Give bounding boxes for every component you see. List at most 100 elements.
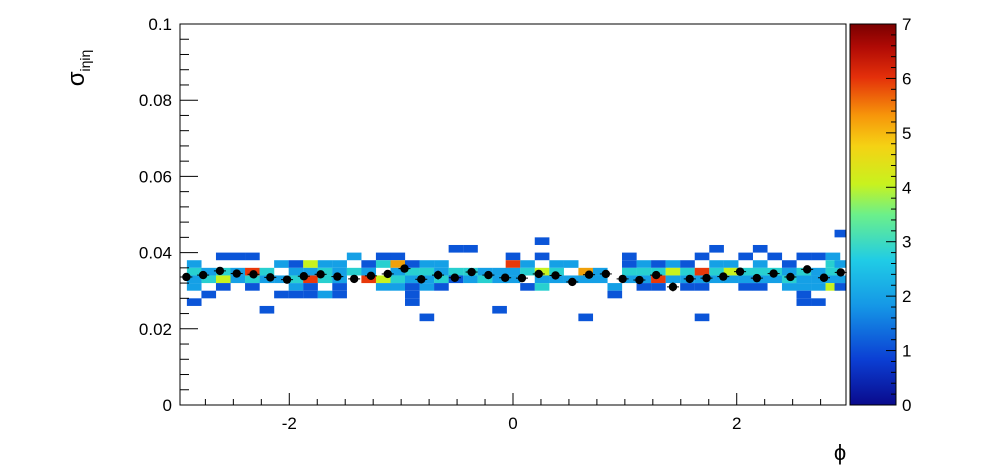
- heatmap-cell: [492, 267, 507, 276]
- heatmap-cell: [215, 283, 231, 291]
- heatmap-cell: [825, 267, 841, 276]
- heatmap-cell: [434, 275, 449, 284]
- profile-point: [635, 275, 644, 285]
- heatmap-cell: [680, 267, 695, 276]
- heatmap-cell: [811, 252, 826, 261]
- heatmap-cell: [405, 275, 420, 284]
- heatmap-cell: [434, 260, 449, 268]
- profile-point: [685, 274, 694, 284]
- colorbar-ticks: 0 1 2 3 4 5 6 7: [886, 15, 911, 415]
- heatmap-cell: [405, 260, 420, 268]
- heatmap-cell: [767, 252, 783, 261]
- x-axis-label: ϕ: [834, 440, 846, 465]
- colorbar-tick-label: 4: [902, 178, 911, 197]
- heatmap-cell: [680, 283, 695, 291]
- profile-point: [735, 267, 745, 276]
- heatmap-cell: [492, 275, 507, 284]
- heatmap-cell: [592, 275, 608, 284]
- heatmap-cell: [492, 305, 507, 314]
- heatmap-cell: [434, 267, 449, 276]
- heatmap-cell: [578, 313, 594, 322]
- heatmap-cell: [390, 283, 406, 291]
- heatmap-cell: [709, 267, 724, 276]
- heatmap-cell: [592, 267, 608, 276]
- colorbar-tick-label: 6: [902, 69, 911, 88]
- heatmap-cell: [332, 260, 347, 268]
- y-axis-label-symbol: σ: [63, 71, 90, 86]
- heatmap-cell: [520, 260, 535, 268]
- heatmap-cell: [796, 290, 812, 299]
- heatmap-cell: [694, 275, 710, 284]
- heatmap-cell: [346, 252, 362, 261]
- profile-point: [215, 266, 225, 276]
- plot-frame: [179, 23, 847, 406]
- colorbar-tick-label: 1: [902, 342, 911, 361]
- heatmap-cell: [796, 283, 812, 291]
- heatmap-cell: [186, 275, 202, 284]
- x-axis: -2 0 2: [204, 393, 822, 433]
- heatmap-cell: [665, 267, 681, 276]
- heatmap-cell: [230, 275, 246, 284]
- heatmap-cell: [709, 260, 724, 268]
- heatmap-cell: [215, 252, 231, 261]
- heatmap-cell: [317, 267, 333, 276]
- heatmap-cell: [578, 267, 594, 276]
- heatmap-cell: [534, 237, 550, 245]
- profile-point: [786, 272, 795, 282]
- heatmap-cell: [419, 267, 435, 276]
- profile-point: [500, 273, 510, 282]
- heatmap-cell: [274, 290, 289, 299]
- colorbar-gradient: [849, 23, 897, 406]
- profile-point: [534, 269, 543, 279]
- heatmap-cell: [405, 283, 420, 291]
- heatmap-cell: [752, 260, 768, 268]
- heatmap-cell: [332, 290, 347, 299]
- profile-point: [232, 269, 241, 278]
- y-axis-label-subscript: iηiη: [77, 50, 93, 72]
- heatmap-cell: [680, 260, 695, 268]
- profile-point: [198, 270, 208, 280]
- heatmap-cell: [694, 313, 710, 322]
- heatmap-cell: [709, 244, 724, 253]
- y-axis-label: σiηiη: [63, 50, 93, 87]
- heatmap-cell: [752, 244, 768, 253]
- heatmap-cell: [288, 267, 304, 276]
- heatmap-cell: [738, 275, 753, 284]
- heatmap-cell: [303, 267, 318, 276]
- heatmap-cell: [361, 260, 377, 268]
- heatmap-cell: [622, 252, 637, 261]
- heatmap-cell: [505, 267, 521, 276]
- profile-point: [584, 270, 594, 279]
- heatmap-cell: [738, 252, 753, 261]
- heatmap-cell: [738, 283, 753, 291]
- heatmap-cell: [665, 260, 681, 268]
- heatmap-cell: [303, 260, 318, 268]
- profile-point: [400, 264, 409, 273]
- profile-point: [383, 269, 392, 279]
- profile-point: [551, 271, 560, 280]
- heatmap-cell: [186, 267, 202, 276]
- colorbar: 0 1 2 3 4 5 6 7: [849, 15, 911, 415]
- heatmap-cell: [534, 275, 550, 284]
- y-axis: 0 0.02 0.04 0.06 0.08 0.1: [139, 15, 198, 415]
- heatmap-cell: [811, 283, 826, 291]
- heatmap-cell: [825, 252, 841, 261]
- heatmap-cell: [534, 252, 550, 261]
- heatmap-cell: [317, 260, 333, 268]
- profile-series: [180, 264, 847, 292]
- y-tick-label: 0.08: [139, 91, 172, 110]
- y-tick-label: 0.02: [139, 320, 172, 339]
- heatmap-cell: [578, 275, 594, 284]
- profile-point: [618, 274, 627, 284]
- profile-point: [819, 273, 829, 282]
- profile-point: [467, 267, 476, 277]
- profile-point: [601, 269, 611, 279]
- heatmap-cell: [694, 283, 710, 291]
- heatmap-cell: [796, 298, 812, 306]
- heatmap-cell: [390, 260, 406, 268]
- heatmap-cell: [361, 267, 377, 276]
- heatmap-cell: [317, 290, 333, 299]
- profile-point: [484, 270, 493, 280]
- heatmap-cell: [186, 283, 202, 291]
- heatmap-cell: [390, 275, 406, 284]
